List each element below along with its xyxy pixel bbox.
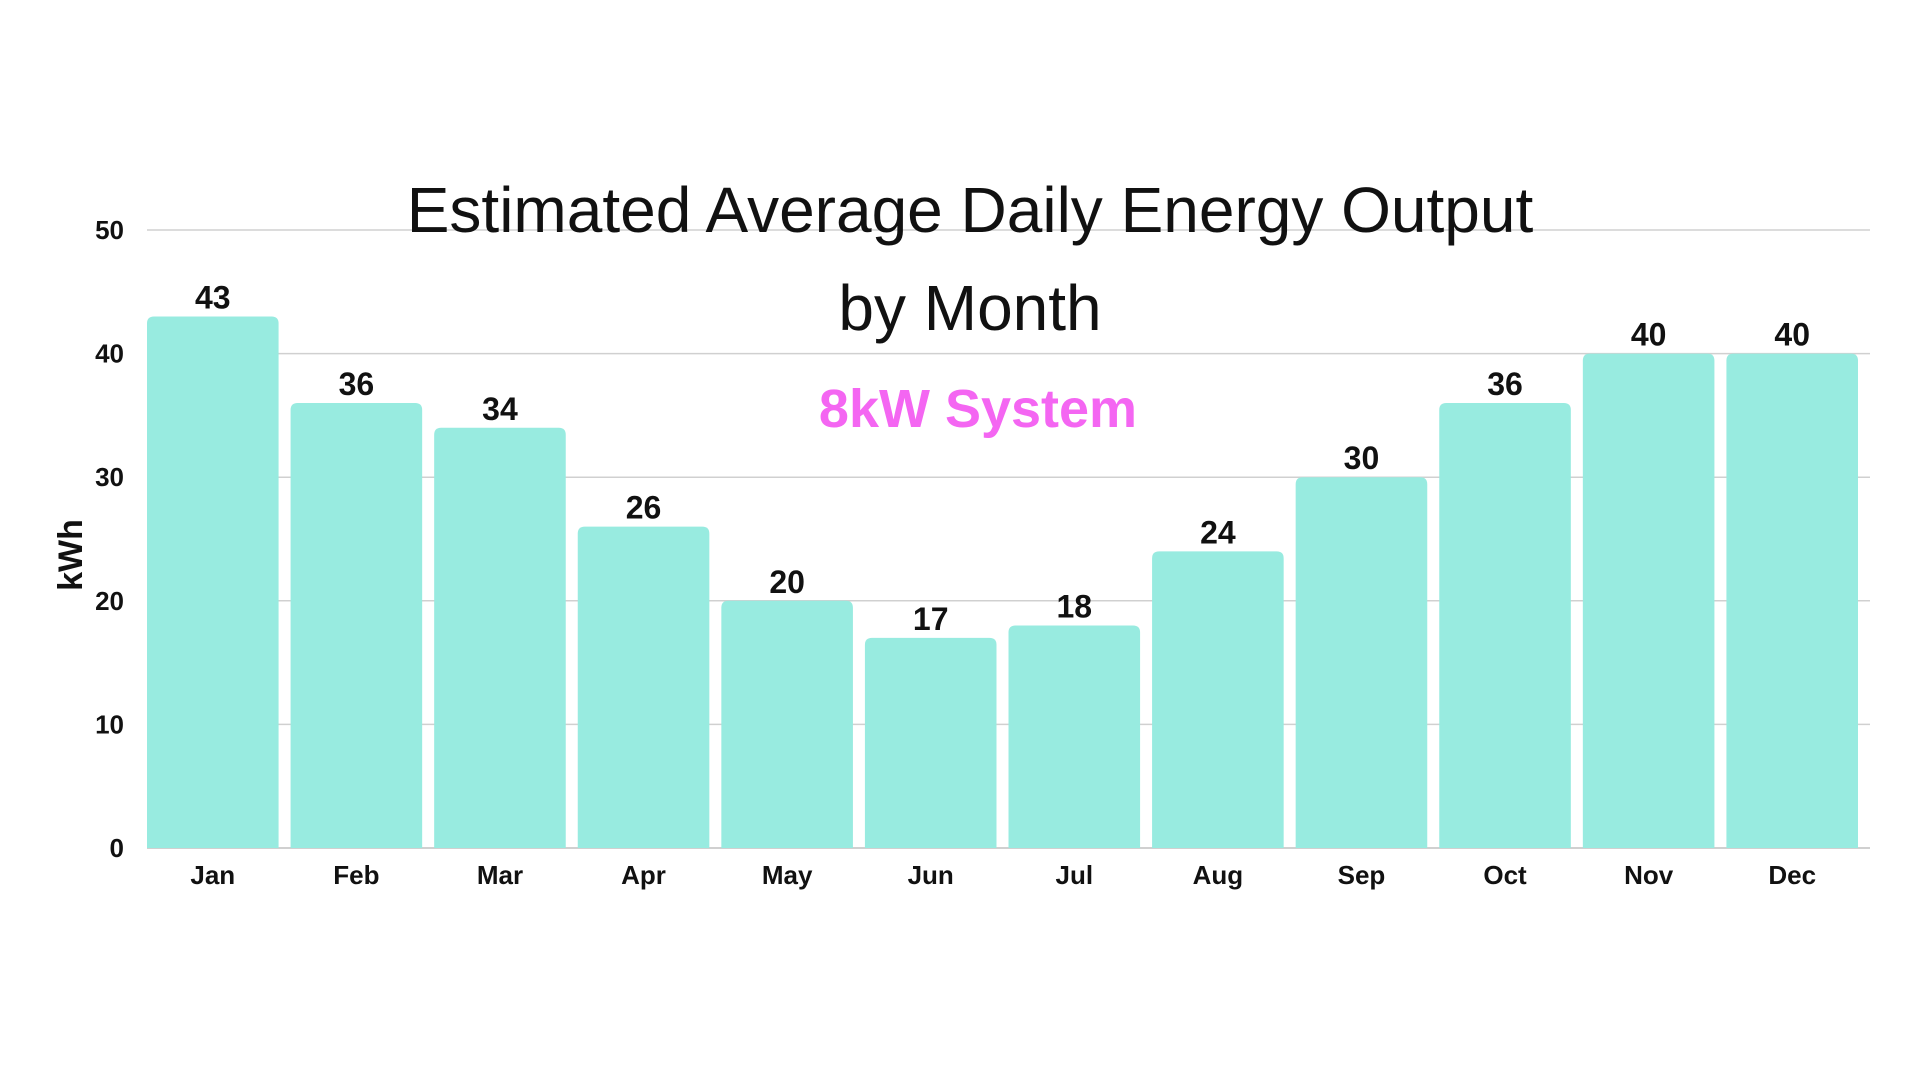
y-tick-label: 20 [95,586,124,616]
data-label-oct: 36 [1487,366,1523,402]
x-tick-label-may: May [762,860,813,890]
x-tick-label-sep: Sep [1338,860,1386,890]
bar-jun [864,637,997,848]
bar-nov [1582,353,1715,848]
x-tick-label-mar: Mar [477,860,523,890]
bar-apr [577,526,710,848]
y-tick-label: 40 [95,339,124,369]
data-label-sep: 30 [1344,440,1380,476]
chart-title-line-1: Estimated Average Daily Energy Output [407,174,1534,246]
y-tick-label: 50 [95,215,124,245]
bar-jan [147,316,279,848]
x-tick-label-jun: Jun [908,860,954,890]
x-tick-label-feb: Feb [333,860,379,890]
bar-may [721,600,853,848]
bar-jul [1008,625,1141,848]
data-label-jun: 17 [913,601,949,637]
x-tick-label-jan: Jan [190,860,235,890]
data-label-aug: 24 [1200,514,1236,550]
x-tick-label-aug: Aug [1193,860,1244,890]
x-tick-label-apr: Apr [621,860,666,890]
data-label-mar: 34 [482,391,518,427]
data-labels: 43 36 34 26 20 17 18 24 30 36 40 40 [195,280,1810,637]
y-tick-label: 0 [110,833,124,863]
data-label-feb: 36 [339,366,375,402]
data-label-apr: 26 [626,490,662,526]
x-axis-ticks: Jan Feb Mar Apr May Jun Jul Aug Sep Oct Nov Dec [190,860,1816,890]
bar-sep [1295,477,1428,848]
data-label-may: 20 [769,564,805,600]
y-axis-ticks: 0 10 20 30 40 50 [95,215,124,863]
data-label-dec: 40 [1774,317,1810,353]
data-label-jan: 43 [195,280,231,316]
chart-subtitle: 8kW System [819,379,1137,439]
x-tick-label-jul: Jul [1056,860,1094,890]
y-tick-label: 30 [95,462,124,492]
chart-title: Estimated Average Daily Energy Output by… [407,174,1534,344]
x-tick-label-nov: Nov [1624,860,1674,890]
data-label-nov: 40 [1631,317,1667,353]
bar-aug [1152,551,1284,848]
x-tick-label-dec: Dec [1768,860,1816,890]
y-axis-label: kWh [52,519,90,591]
y-tick-label: 10 [95,709,124,739]
bar-oct [1439,403,1571,848]
data-label-jul: 18 [1056,589,1092,625]
bar-feb [290,403,423,848]
bars [147,316,1858,848]
chart-title-line-2: by Month [838,272,1101,344]
bar-mar [434,427,566,848]
x-tick-label-oct: Oct [1483,860,1527,890]
bar-dec [1726,353,1858,848]
